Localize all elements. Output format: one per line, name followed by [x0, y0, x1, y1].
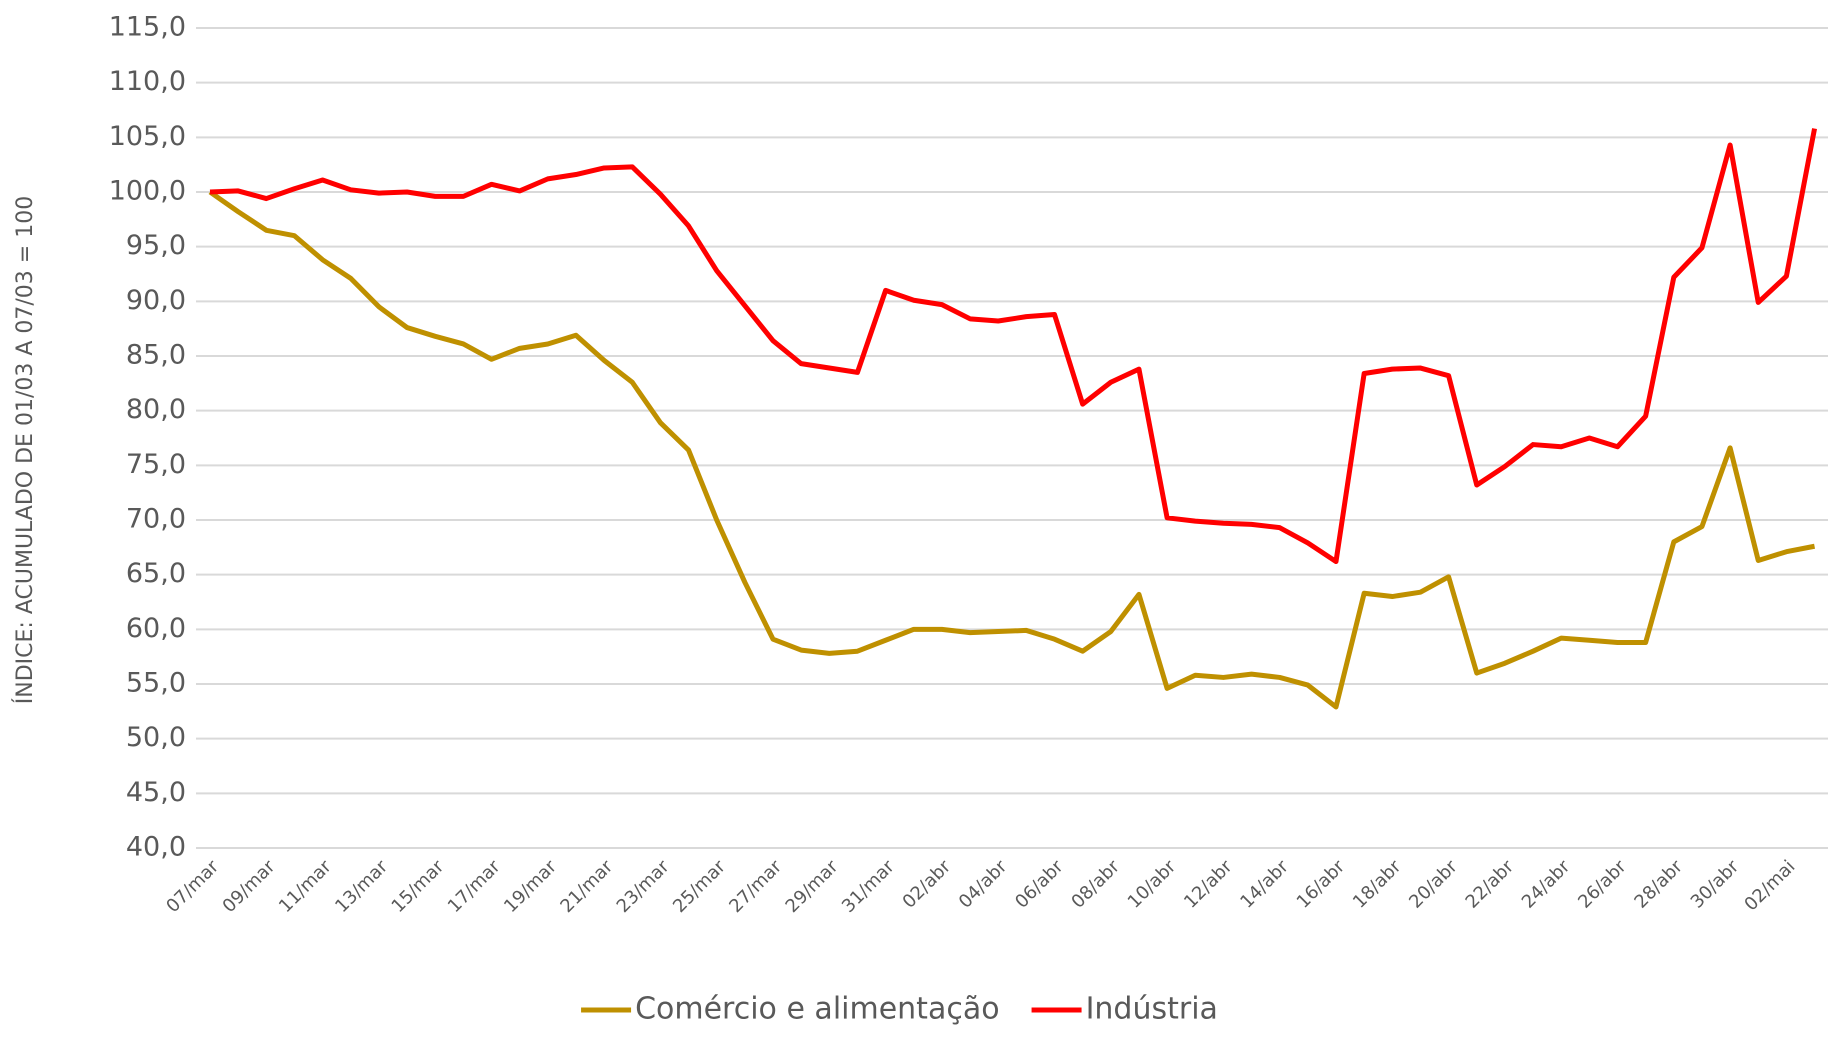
y-axis-title: ÍNDICE: ACUMULADO DE 01/03 A 07/03 = 100 — [12, 196, 38, 704]
x-tick-label: 06/abr — [1011, 856, 1068, 913]
legend-label: Comércio e alimentação — [635, 992, 1000, 1027]
x-tick-label: 16/abr — [1293, 856, 1350, 913]
y-tick-label: 60,0 — [126, 613, 186, 644]
y-tick-label: 50,0 — [126, 722, 186, 753]
x-tick-label: 02/mai — [1740, 856, 1799, 915]
x-tick-label: 13/mar — [331, 856, 392, 917]
x-tick-label: 28/abr — [1630, 856, 1687, 913]
y-tick-label: 75,0 — [126, 449, 186, 480]
y-tick-label: 95,0 — [126, 230, 186, 261]
legend: Comércio e alimentação Indústria — [581, 992, 1218, 1027]
x-tick-label: 09/mar — [219, 856, 280, 917]
x-tick-label: 29/mar — [782, 856, 843, 917]
x-tick-label: 21/mar — [556, 856, 617, 917]
x-tick-label: 18/abr — [1349, 856, 1406, 913]
y-tick-label: 110,0 — [109, 66, 186, 97]
x-tick-label: 19/mar — [500, 856, 561, 917]
x-tick-label: 15/mar — [388, 856, 449, 917]
x-tick-label: 04/abr — [955, 856, 1012, 913]
y-tick-label: 100,0 — [109, 176, 186, 207]
line-series — [208, 189, 1816, 710]
x-tick-label: 26/abr — [1574, 856, 1631, 913]
x-tick-label: 30/abr — [1687, 856, 1744, 913]
x-tick-label: 07/mar — [162, 856, 223, 917]
y-tick-label: 90,0 — [126, 285, 186, 316]
x-tick-label: 02/abr — [899, 856, 956, 913]
y-tick-label: 85,0 — [126, 340, 186, 371]
y-tick-label: 65,0 — [126, 558, 186, 589]
x-tick-label: 11/mar — [275, 856, 336, 917]
x-tick-label: 14/abr — [1236, 856, 1293, 913]
y-tick-label: 70,0 — [126, 504, 186, 535]
legend-label: Indústria — [1086, 992, 1218, 1027]
x-tick-label: 31/mar — [838, 856, 899, 917]
x-tick-label: 20/abr — [1405, 856, 1462, 913]
x-tick-label: 12/abr — [1180, 856, 1237, 913]
y-tick-label: 40,0 — [126, 832, 186, 863]
y-tick-label: 45,0 — [126, 777, 186, 808]
x-tick-label: 22/abr — [1462, 856, 1519, 913]
x-tick-label: 17/mar — [444, 856, 505, 917]
x-tick-label: 08/abr — [1067, 856, 1124, 913]
y-tick-label: 80,0 — [126, 394, 186, 425]
line-series — [209, 128, 1818, 565]
x-tick-label: 23/mar — [613, 856, 674, 917]
x-tick-label: 25/mar — [669, 856, 730, 917]
y-tick-label: 105,0 — [109, 121, 186, 152]
x-tick-label: 27/mar — [725, 856, 786, 917]
x-tick-label: 24/abr — [1518, 856, 1575, 913]
x-tick-label: 10/abr — [1124, 856, 1181, 913]
y-tick-label: 115,0 — [109, 12, 186, 43]
y-tick-label: 55,0 — [126, 668, 186, 699]
